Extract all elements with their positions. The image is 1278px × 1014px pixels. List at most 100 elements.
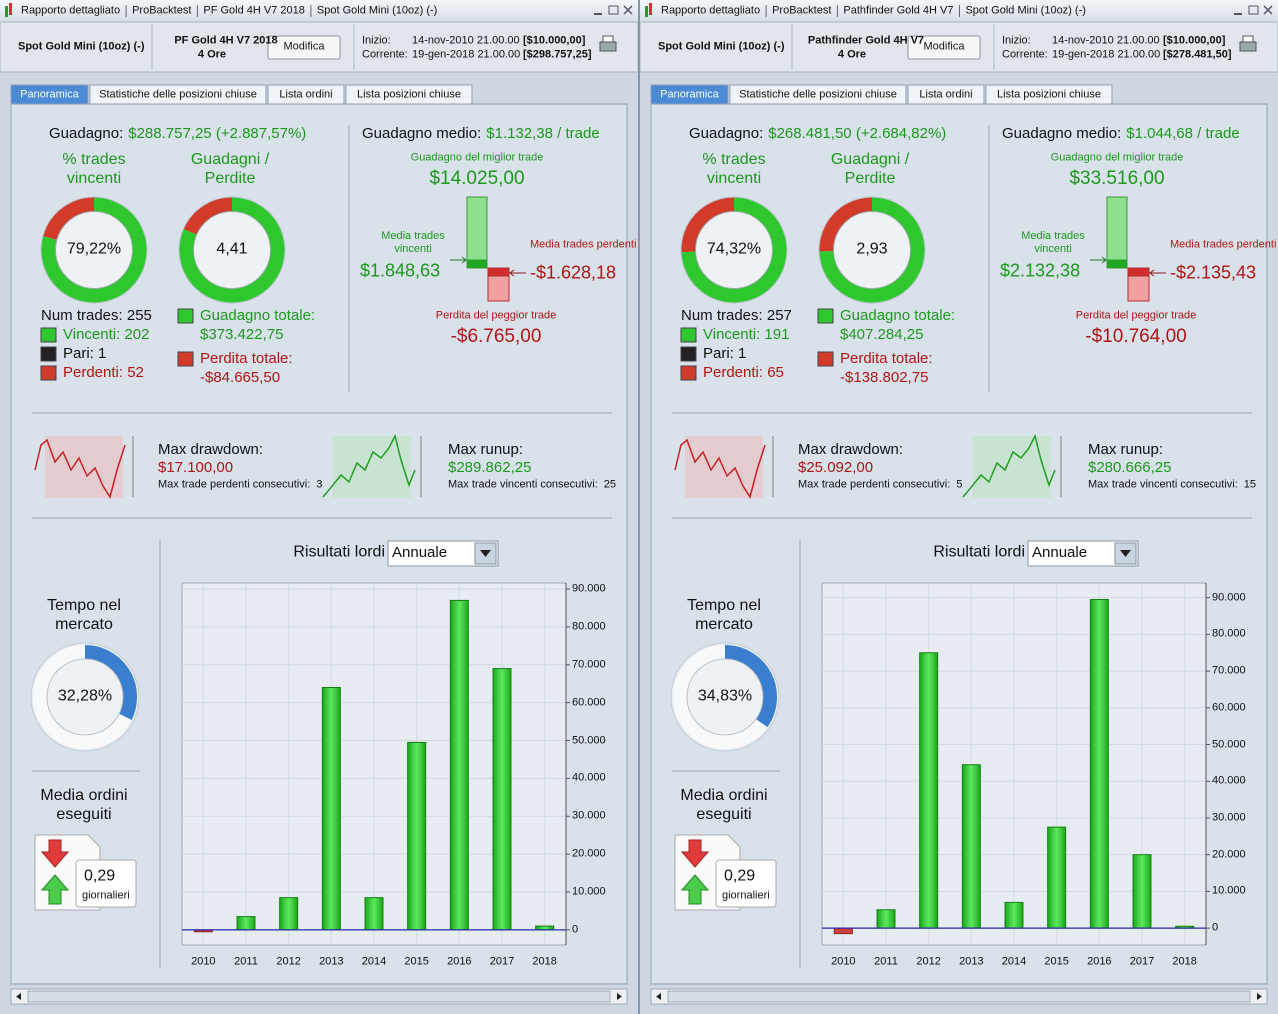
system-name: Pathfinder Gold 4H V7 <box>807 34 925 47</box>
market-time-title: Tempo nel mercato <box>687 597 761 633</box>
scroll-right[interactable] <box>1257 993 1262 1000</box>
runup-label: Max runup: <box>1088 441 1164 459</box>
trades-losers: Perdenti: 65 <box>703 364 784 382</box>
y-tick-label: 10.000 <box>572 885 606 898</box>
close[interactable] <box>1263 5 1273 15</box>
range-down <box>487 275 510 302</box>
y-tick-label: 30.000 <box>572 809 606 822</box>
scroll-thumb[interactable] <box>27 990 611 1003</box>
x-tick-label: 2015 <box>404 955 429 968</box>
legend-swatch <box>680 327 697 343</box>
maximize[interactable] <box>1248 5 1259 15</box>
y-tick-label: 90.000 <box>1212 591 1246 604</box>
orders-unit: giornalieri <box>82 889 130 902</box>
title-item: Pathfinder Gold 4H V7 <box>843 4 954 17</box>
drawdown-value: $25.092,00 <box>798 459 874 477</box>
x-tick-label: 2018 <box>532 955 557 968</box>
avg-win: $2.132,38 <box>1000 260 1081 281</box>
edit-button[interactable] <box>907 35 981 60</box>
app-icon <box>5 6 8 17</box>
print-icon[interactable] <box>602 35 614 43</box>
timeframe: 4 Ore <box>197 48 227 61</box>
app-icon <box>645 6 648 17</box>
avg-win-label: Media trades vincenti <box>381 230 445 255</box>
donut-hole <box>833 211 911 289</box>
tab-label[interactable]: Statistiche delle posizioni chiuse <box>99 88 257 101</box>
tab-label[interactable]: Statistiche delle posizioni chiuse <box>739 88 897 101</box>
arrow-up <box>40 874 70 905</box>
tab-label[interactable]: Lista posizioni chiuse <box>357 88 461 101</box>
x-tick-label: 2012 <box>916 955 941 968</box>
y-tick-label: 70.000 <box>572 658 606 671</box>
donut-arc <box>724 645 777 728</box>
title-item: ProBacktest <box>132 4 192 17</box>
title-bar <box>0 0 638 22</box>
range-up <box>1106 196 1128 261</box>
tab-label[interactable]: Lista posizioni chiuse <box>997 88 1101 101</box>
win-rate-label: 79,22% <box>66 240 122 258</box>
select-arrow[interactable] <box>1120 550 1131 557</box>
panel-graphics <box>640 0 1278 1005</box>
total-loss: -$84.665,50 <box>200 369 281 387</box>
legend-swatch <box>177 308 194 324</box>
start-label: Inizio: <box>1002 34 1031 47</box>
donut-rest <box>43 197 95 241</box>
select-arrow[interactable] <box>480 550 491 557</box>
x-tick-label: 2011 <box>874 955 898 968</box>
close[interactable] <box>623 5 633 15</box>
donut-rest <box>33 645 132 749</box>
x-tick-label: 2018 <box>1172 955 1197 968</box>
win-rate-label: 74,32% <box>706 240 762 258</box>
report-window: Rapporto dettagliato ProBacktest PF Gold 4… <box>0 0 638 1014</box>
tab-label[interactable]: Panoramica <box>20 88 79 101</box>
avg-win-label: Media trades vincenti <box>1021 230 1085 255</box>
print-icon[interactable] <box>1239 41 1257 52</box>
legend-swatch <box>40 327 57 343</box>
arrow <box>1090 256 1107 264</box>
y-tick-label: 20.000 <box>1212 848 1246 861</box>
scroll-left[interactable] <box>656 993 661 1000</box>
drawdown-spark <box>674 438 766 499</box>
x-tick-label: 2014 <box>361 955 387 968</box>
market-time-label: 34,83% <box>697 687 753 705</box>
best-trade-label: Guadagno del miglior trade <box>1050 151 1184 164</box>
edit-button[interactable] <box>267 35 341 60</box>
timeframe: 4 Ore <box>837 48 867 61</box>
tab-label[interactable]: Lista ordini <box>279 88 333 101</box>
total-loss-label: Perdita totale: <box>200 350 293 368</box>
start-capital: [$10.000,00] <box>523 34 586 47</box>
period-value[interactable]: Annuale <box>392 544 448 562</box>
donut-arc <box>41 197 147 303</box>
bar <box>1132 854 1152 929</box>
print-icon[interactable] <box>599 41 617 52</box>
start-label: Inizio: <box>362 34 391 47</box>
gain-loss-title: Guadagni / Perdite <box>190 151 270 187</box>
gain-value: $268.481,50 (+2.684,82%) <box>768 125 947 143</box>
drawdown-spark <box>34 438 126 499</box>
current-date: 19-gen-2018 21.00.00 <box>1052 48 1161 61</box>
period-value[interactable]: Annuale <box>1032 544 1088 562</box>
arrow <box>1149 269 1166 277</box>
avg-gain-value: $1.044,68 / trade <box>1126 125 1240 143</box>
x-tick-label: 2013 <box>319 955 344 968</box>
donut-hole <box>55 211 133 289</box>
avg-loss-label: Media trades perdenti <box>530 238 637 251</box>
print-icon[interactable] <box>1242 35 1254 43</box>
avg-loss: -$2.135,43 <box>1170 262 1257 283</box>
edit-button-label[interactable]: Modifica <box>923 40 965 53</box>
scroll-right[interactable] <box>617 993 622 1000</box>
scroll-left[interactable] <box>16 993 21 1000</box>
runup-value: $289.862,25 <box>448 459 532 477</box>
runup-spark <box>322 433 416 498</box>
edit-button-label[interactable]: Modifica <box>283 40 325 53</box>
tab-label[interactable]: Lista ordini <box>919 88 973 101</box>
range-avg-loss <box>1127 267 1150 277</box>
num-trades: Num trades: 255 <box>41 307 152 325</box>
total-gain: $407.284,25 <box>840 326 924 344</box>
orders-title: Media ordini eseguiti <box>680 787 768 823</box>
current-capital: [$298.757,25] <box>523 48 592 61</box>
drawdown-consec-label: Max trade perdenti consecutivi: <box>158 478 311 491</box>
maximize[interactable] <box>608 5 619 15</box>
tab-label[interactable]: Panoramica <box>660 88 719 101</box>
scroll-thumb[interactable] <box>667 990 1251 1003</box>
